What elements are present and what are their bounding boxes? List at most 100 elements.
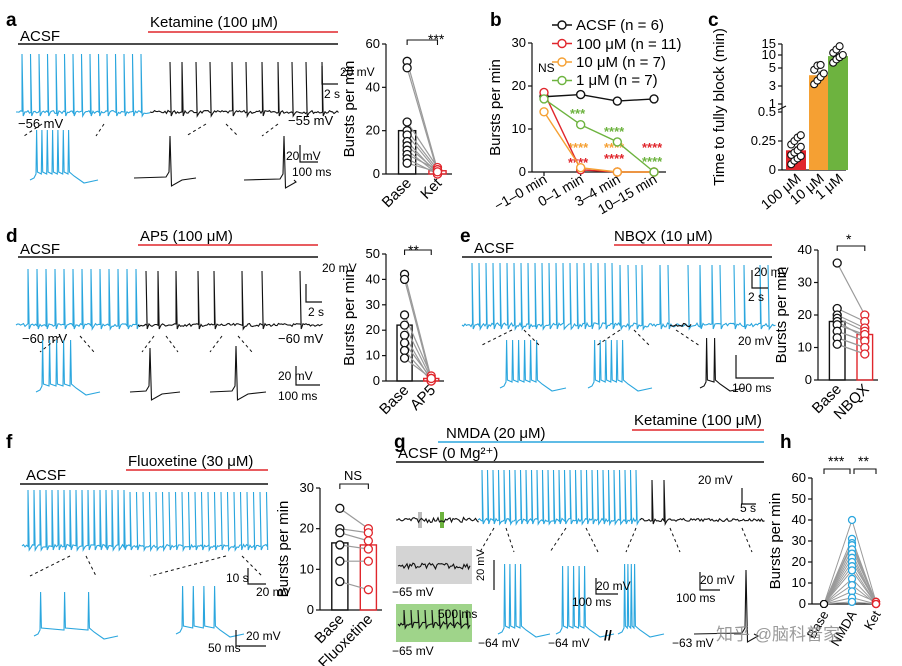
e-y-tick-label: 0 (805, 372, 812, 387)
f-drug-label: Fluoxetine (30 μM) (128, 453, 253, 470)
d-point-base (399, 338, 410, 348)
zoom-guide (669, 527, 681, 553)
a-drug-label: Ketamine (100 μM) (150, 14, 278, 31)
e-y-tick-label: 40 (798, 242, 812, 257)
zoom-guide (23, 123, 43, 137)
g-v4: −64 mV (548, 636, 590, 650)
d-point-base (399, 345, 410, 356)
f-trace-acsf (21, 489, 128, 553)
g-scale-t: 5 s (740, 501, 756, 515)
b-y-tick-label: 30 (512, 35, 526, 50)
h-y-tick-label: 30 (792, 533, 806, 548)
h-y-tick-label: 60 (792, 470, 806, 485)
e-acsf-label: ACSF (474, 240, 514, 257)
c-point-1 (816, 60, 825, 69)
zoom-guide (165, 335, 179, 353)
a-y-label: Bursts per min (341, 61, 358, 158)
g-drug-label: Ketamine (100 μM) (634, 412, 762, 429)
chart-a: 0 20 40 60 Bursts per min Base Ket (341, 36, 452, 211)
f-scale-v: 20 mV (256, 585, 291, 599)
h-sig-1: *** (828, 453, 845, 469)
g-zoom-v1: 20 mV (475, 549, 487, 581)
panel-letter-d: d (6, 226, 18, 247)
c-y-tick-label: 1 (769, 96, 776, 111)
h-point-base (819, 599, 829, 609)
g-zoom-t1: 100 ms (572, 595, 611, 609)
h-x-label-2: Ket (861, 608, 884, 633)
g-break: // (604, 627, 612, 643)
zoom-guide (675, 329, 701, 347)
b-series-point-0 (612, 96, 623, 106)
e-zoom-t: 100 ms (732, 381, 771, 395)
f-zoom-2 (175, 585, 245, 638)
h-point-nmda (847, 566, 857, 575)
h-y-label: Bursts per min (767, 493, 784, 590)
panel-letter-h: h (780, 432, 792, 453)
a-pair-line (406, 130, 438, 171)
c-point-2 (838, 50, 847, 60)
e-drug-label: NBQX (10 μM) (614, 228, 713, 245)
e-trace-acsf (461, 262, 616, 332)
g-trace-ket (639, 479, 765, 527)
c-point-1 (819, 69, 828, 78)
g-v5: −63 mV (672, 636, 714, 650)
g-zoom-v3: 20 mV (700, 573, 735, 587)
c-bar-1 (809, 75, 829, 170)
e-point-base (832, 339, 842, 349)
g-trace-nmda (477, 469, 641, 527)
zoom-guide (185, 123, 207, 137)
d-y-tick-label: 30 (366, 297, 380, 312)
h-sig-bracket-1 (823, 468, 851, 474)
e-pair-line (837, 337, 865, 349)
zoom-guide (261, 123, 279, 137)
f-acsf-label: ACSF (26, 467, 66, 484)
e-zoom-2 (587, 339, 653, 392)
e-y-tick-label: 10 (798, 340, 812, 355)
g-zoom-v2: 20 mV (596, 579, 631, 593)
d-y-tick-label: 0 (373, 373, 380, 388)
d-pair-line (403, 274, 432, 379)
g-inset-green (397, 609, 471, 631)
b-legend-acsf: ACSF (n = 6) (576, 17, 664, 34)
a-x-label-1: Ket (417, 174, 446, 203)
g-v3: −64 mV (478, 636, 520, 650)
c-point-0 (796, 131, 805, 140)
a-trace-acsf (16, 53, 151, 119)
d-y-label: Bursts per min (341, 269, 358, 366)
f-pair-line (339, 532, 369, 542)
zoom-guide (29, 555, 71, 577)
c-y-tick-label: 0.25 (751, 133, 776, 148)
f-point-drug (363, 556, 374, 566)
panel-b-legend: ACSF (n = 6) 100 μM (n = 11) 10 μM (n = … (538, 17, 682, 170)
watermark: 知乎 @脑科普家 (716, 625, 840, 644)
h-y-tick-label: 0 (799, 596, 806, 611)
e-point-base (832, 258, 842, 268)
e-trace-black (669, 322, 692, 328)
a-point-base (402, 117, 412, 127)
b-star-4: **** (604, 124, 625, 139)
a-scale-v: 20 mV (340, 65, 375, 79)
b-star-8: **** (642, 154, 663, 169)
d-scale-v: 20 mV (322, 261, 357, 275)
f-sig: NS (344, 468, 362, 483)
d-sig-bracket (404, 249, 432, 255)
f-point-drug (363, 536, 374, 546)
f-zoom-v: 20 mV (246, 629, 281, 643)
a-zoom-acsf (29, 129, 99, 184)
d-zoom-ap5-2 (209, 345, 267, 401)
d-y-tick-label: 50 (366, 246, 380, 261)
a-zoom-ket-1 (133, 135, 197, 187)
h-sig-bracket-2 (853, 468, 877, 474)
zoom-guide (237, 335, 253, 353)
c-y-tick-label: 0 (769, 162, 776, 177)
b-series-point-0 (649, 94, 659, 104)
b-star-2: **** (568, 140, 589, 155)
zoom-guide (85, 555, 97, 577)
b-legend-marker-1 (557, 38, 567, 49)
f-zoom-t: 50 ms (208, 641, 241, 655)
a-zoom-t: 100 ms (292, 165, 331, 179)
zoom-guide (209, 335, 223, 353)
